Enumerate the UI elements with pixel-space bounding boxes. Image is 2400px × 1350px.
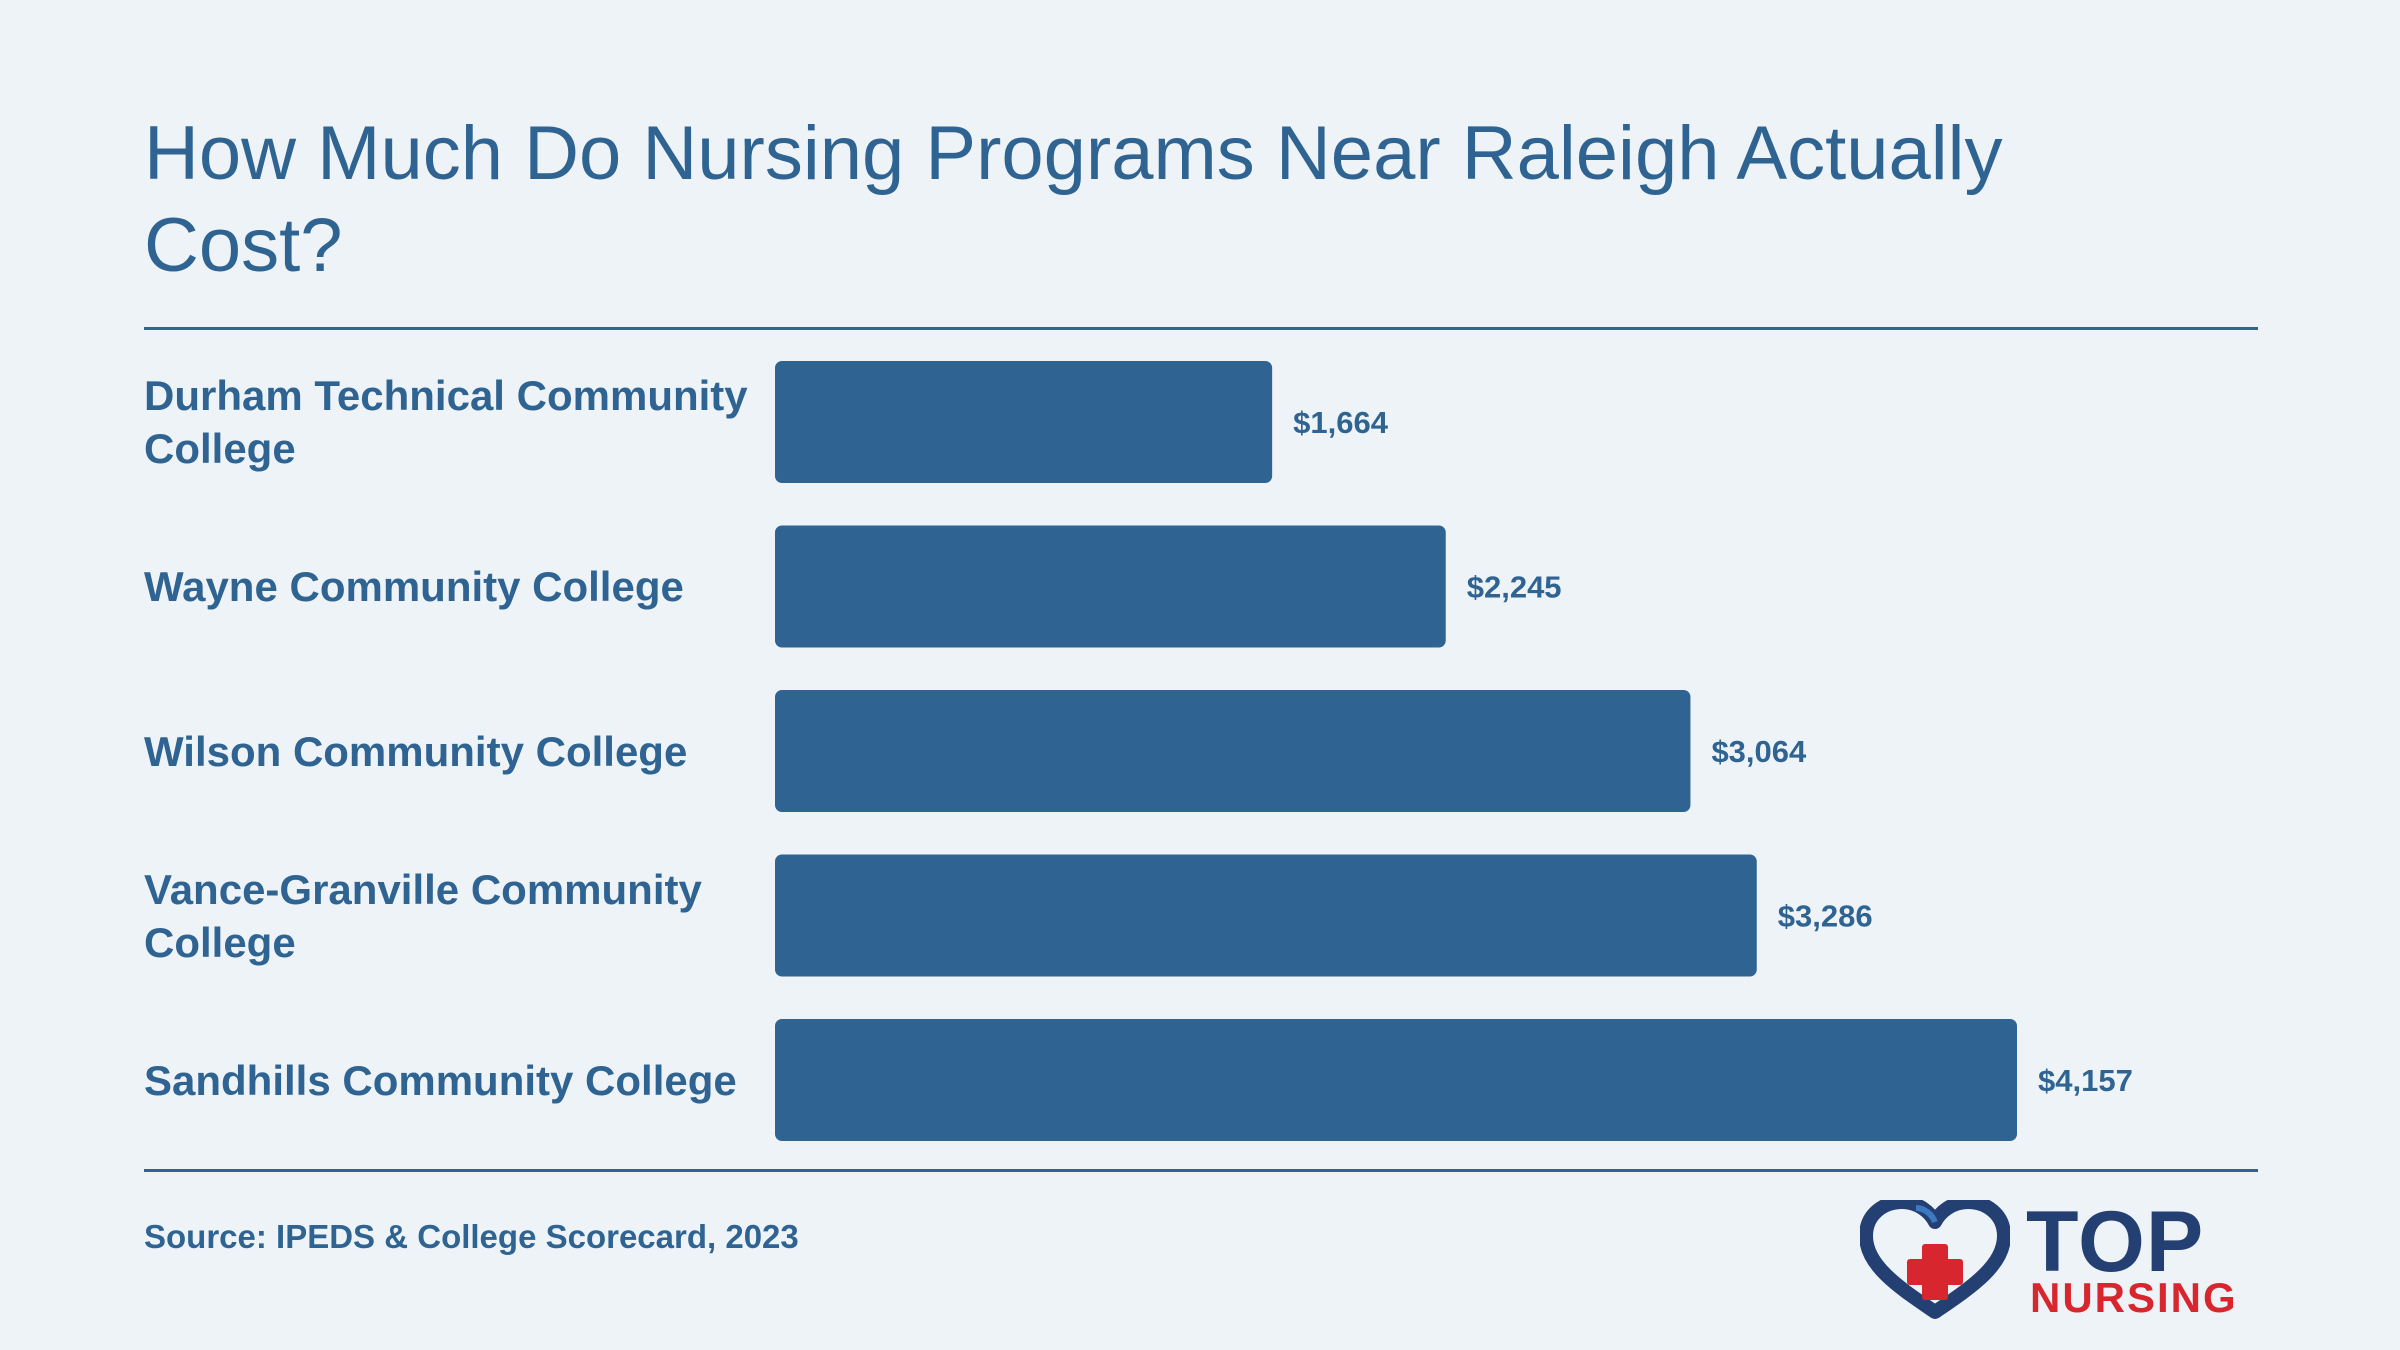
category-label-1: Durham Technical Community College [144, 372, 748, 472]
logo-text-bottom: NURSING [2030, 1274, 2238, 1321]
bar-value-label-2: $2,245 [1467, 570, 1562, 605]
bar-value-label-5: $4,157 [2038, 1063, 2133, 1098]
heart-cross-icon [1860, 1200, 2010, 1319]
category-label-2: Wayne Community College [144, 563, 684, 610]
bar-5 [775, 1019, 2017, 1141]
chart-title: How Much Do Nursing Programs Near Raleig… [144, 111, 2003, 288]
category-label-4: Vance-Granville Community College [144, 865, 702, 966]
category-label-5: Sandhills Community College [144, 1056, 737, 1104]
bottom-divider [144, 1169, 2258, 1172]
bar-value-label-1: $1,664 [1293, 405, 1389, 440]
bar-3 [775, 690, 1691, 812]
bar-1 [775, 361, 1273, 483]
source-note: Source: IPEDS & College Scorecard, 2023 [144, 1218, 799, 1255]
bar-value-label-4: $3,286 [1778, 899, 1873, 934]
top-nursing-logo: TOP NURSING [1860, 1194, 2260, 1321]
category-label-3: Wilson Community College [144, 727, 688, 775]
bar-value-label-3: $3,064 [1711, 734, 1807, 769]
bar-4 [775, 854, 1757, 977]
bar-2 [775, 525, 1446, 648]
top-divider [144, 327, 2258, 330]
logo-text-top: TOP [2026, 1194, 2205, 1290]
